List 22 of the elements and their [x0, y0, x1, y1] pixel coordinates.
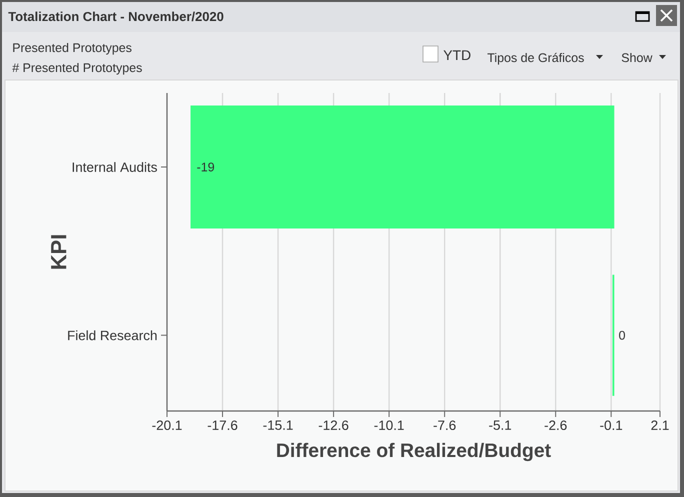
- x-tick-label: -7.6: [434, 420, 456, 430]
- chart-subtitle: Presented Prototypes: [13, 42, 132, 55]
- x-tick-label: -12.6: [318, 420, 348, 430]
- x-tick-label: -0.1: [600, 420, 622, 430]
- y-tick-label: Field Research: [68, 330, 157, 340]
- text: Show: [622, 52, 652, 62]
- x-tick-label: -10.1: [374, 420, 404, 430]
- x-tick-label: -5.1: [489, 420, 512, 430]
- x-tick-label: 2.1: [651, 420, 669, 430]
- chart-title: Totalization Chart - November/2020: [8, 12, 224, 22]
- y-tick-label: Internal Audits: [72, 162, 157, 172]
- x-axis-title: Difference of Realized/Budget: [277, 442, 551, 462]
- data-label: 0: [619, 330, 626, 340]
- text: YTD: [444, 50, 470, 60]
- data-label: -19: [197, 162, 214, 172]
- x-tick-label: -2.6: [544, 420, 567, 430]
- y-axis-title: KPI: [51, 235, 66, 269]
- text: Tipos de Gráficos: [487, 52, 584, 65]
- x-tick-label: -17.6: [208, 420, 238, 430]
- x-tick-label: -20.1: [152, 420, 182, 430]
- x-tick-label: -15.1: [263, 420, 293, 430]
- text: # Presented Prototypes: [12, 62, 142, 75]
